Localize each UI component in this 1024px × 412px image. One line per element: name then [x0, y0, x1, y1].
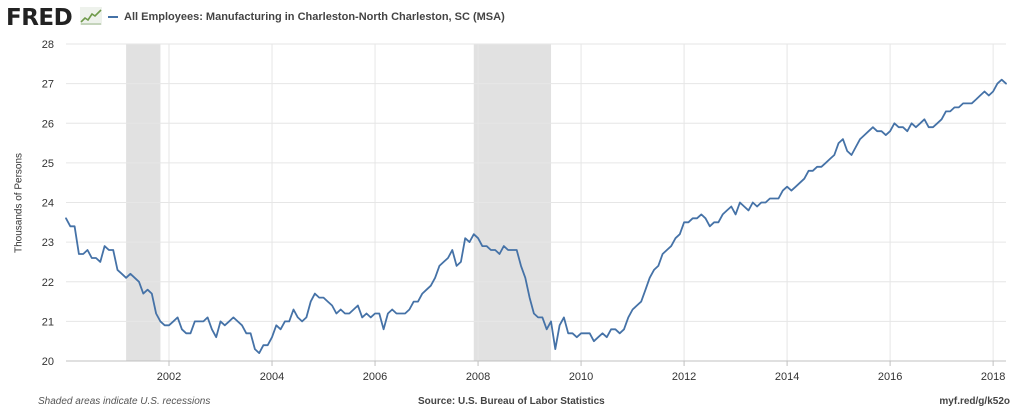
fred-logo[interactable]: FRED — [6, 5, 73, 31]
x-tick-label-2010: 2010 — [569, 371, 593, 383]
x-tick-label-2008: 2008 — [466, 371, 490, 383]
series-line-0 — [65, 78, 1007, 355]
legend-label: All Employees: Manufacturing in Charlest… — [124, 11, 505, 23]
x-axis-ticks: 2002 2004 2006 2008 2010 2012 2014 2016 2018 — [157, 361, 1005, 383]
x-tick-label-2004: 2004 — [260, 371, 284, 383]
y-tick-label-27: 27 — [42, 79, 54, 91]
x-tick-label-2018: 2018 — [981, 371, 1005, 383]
y-tick-label-28: 28 — [42, 39, 54, 51]
recession-note: Shaded areas indicate U.S. recessions — [38, 396, 211, 407]
x-tick-label-2006: 2006 — [363, 371, 387, 383]
x-tick-label-2014: 2014 — [775, 371, 799, 383]
y-tick-label-20: 20 — [42, 356, 54, 368]
y-tick-label-24: 24 — [42, 198, 54, 210]
legend-swatch — [108, 16, 118, 18]
series-layer — [65, 78, 1007, 355]
sparkline-icon — [80, 7, 102, 25]
short-link[interactable]: myf.red/g/k52o — [939, 396, 1010, 407]
y-axis-label: Thousands of Persons — [13, 152, 25, 254]
legend: All Employees: Manufacturing in Charlest… — [108, 11, 505, 23]
x-tick-label-2002: 2002 — [157, 371, 181, 383]
y-tick-label-21: 21 — [42, 316, 54, 328]
y-tick-label-22: 22 — [42, 277, 54, 289]
chart-header: FRED All Employees: Manufacturing in Cha… — [0, 0, 1024, 38]
y-tick-label-23: 23 — [42, 237, 54, 249]
y-tick-label-26: 26 — [42, 118, 54, 130]
source-note: Source: U.S. Bureau of Labor Statistics — [418, 396, 605, 407]
y-tick-label-25: 25 — [42, 158, 54, 170]
y-axis-ticks: 20 21 22 23 24 25 26 27 28 — [42, 39, 54, 368]
x-tick-label-2012: 2012 — [672, 371, 696, 383]
grid-lines — [66, 43, 1006, 362]
x-tick-label-2016: 2016 — [878, 371, 902, 383]
